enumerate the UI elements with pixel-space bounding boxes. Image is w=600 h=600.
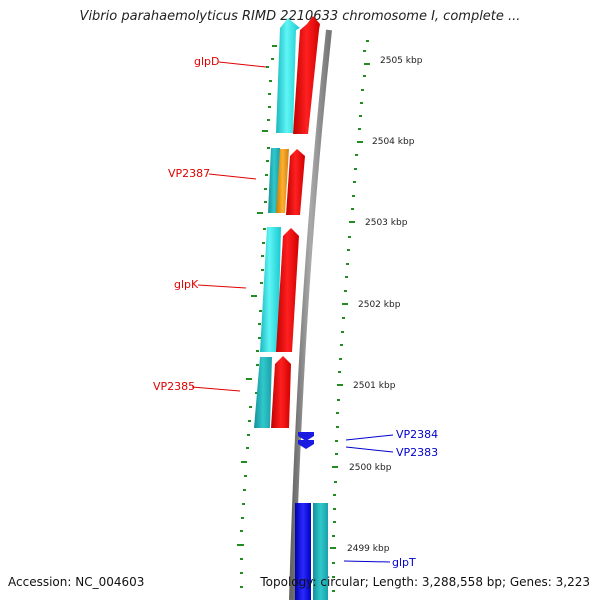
map-title: Vibrio parahaemolyticus RIMD 2210633 chr… <box>79 9 521 24</box>
cds-arrow[interactable] <box>271 356 291 428</box>
scale-label: 2500 kbp <box>349 463 392 473</box>
gene-vp2385[interactable] <box>254 357 272 428</box>
gene-label-glpt[interactable]: glpT <box>392 556 416 569</box>
gene-vp2387-teal[interactable] <box>268 148 280 213</box>
gene-glpd[interactable] <box>276 18 300 133</box>
cds-arrow[interactable] <box>276 228 299 352</box>
gene-vp2383[interactable] <box>298 440 314 449</box>
scale-label: 2504 kbp <box>372 137 415 147</box>
inner-tick-track <box>237 45 277 588</box>
gene-glpk[interactable] <box>260 227 281 352</box>
gene-track <box>254 18 300 428</box>
reverse-small-genes[interactable] <box>298 432 314 449</box>
cds-track <box>271 16 320 428</box>
gene-label-vp2384[interactable]: VP2384 <box>396 428 438 441</box>
genome-summary-text: Topology: circular; Length: 3,288,558 bp… <box>260 575 590 589</box>
cds-arrow[interactable] <box>293 16 320 134</box>
reverse-gene-track <box>295 503 328 600</box>
gene-label-glpk[interactable]: glpK <box>174 278 199 291</box>
scale-label: 2499 kbp <box>347 544 390 554</box>
outer-tick-track <box>330 40 370 592</box>
gene-label-vp2387[interactable]: VP2387 <box>168 167 210 180</box>
gene-label-vp2383[interactable]: VP2383 <box>396 446 438 459</box>
gene-glpt[interactable] <box>313 503 328 600</box>
gene-blue-block[interactable] <box>295 503 311 600</box>
cds-arrow[interactable] <box>286 149 305 215</box>
gene-vp2387-orange[interactable] <box>276 149 289 213</box>
gene-label-glpd[interactable]: glpD <box>194 55 220 68</box>
gene-label-vp2385[interactable]: VP2385 <box>153 380 195 393</box>
gene-vp2384[interactable] <box>298 432 314 441</box>
scale-label: 2505 kbp <box>380 56 423 66</box>
scale-label: 2502 kbp <box>358 300 401 310</box>
accession-text: Accession: NC_004603 <box>8 575 145 589</box>
scale-label: 2501 kbp <box>353 381 396 391</box>
scale-label: 2503 kbp <box>365 218 408 228</box>
backbone-arc <box>289 29 332 600</box>
